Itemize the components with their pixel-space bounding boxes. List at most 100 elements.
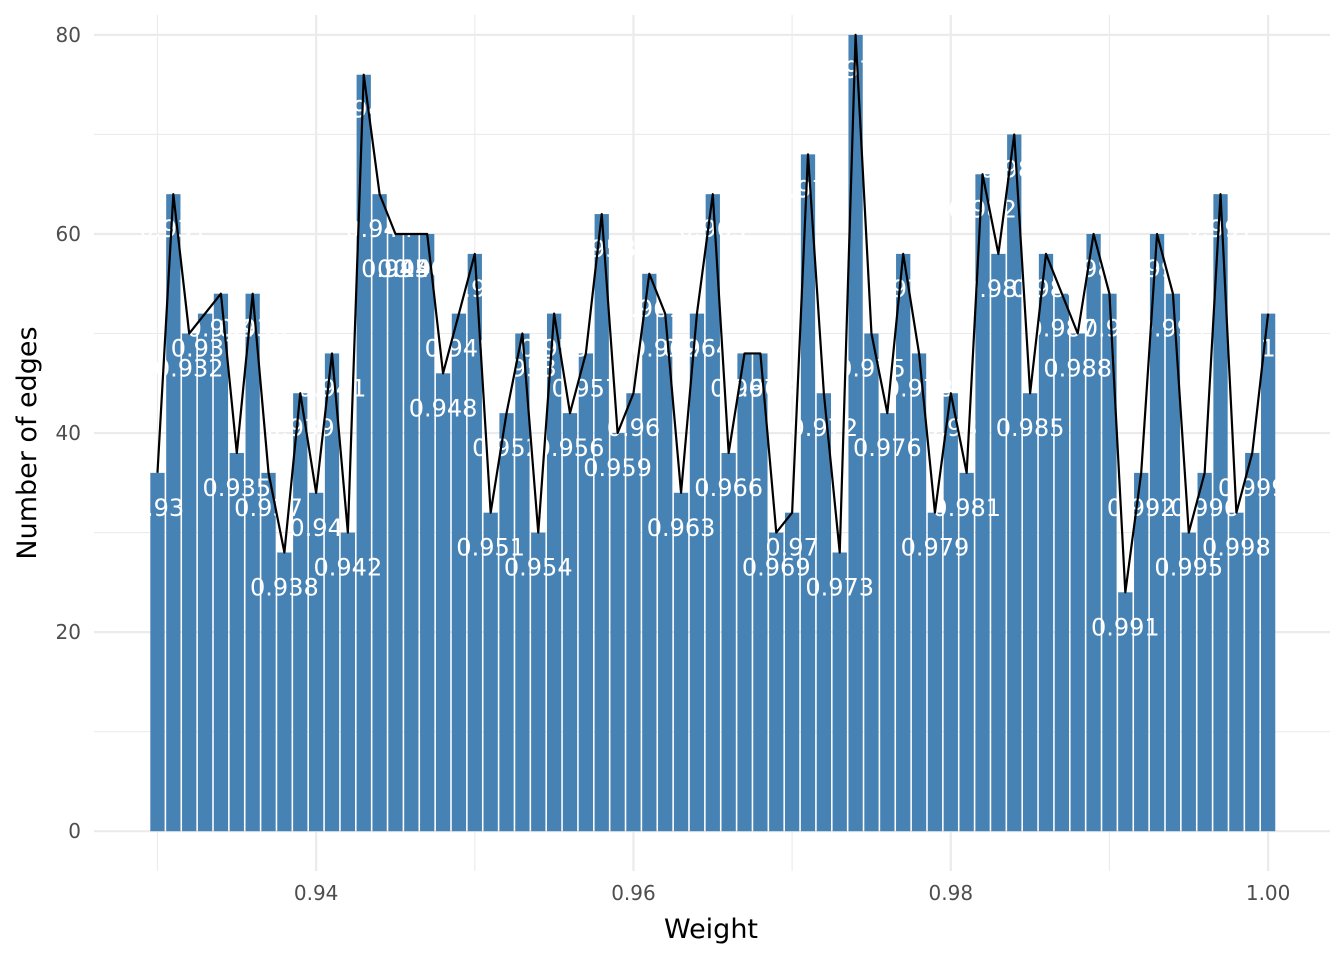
bar xyxy=(356,74,371,832)
bar xyxy=(166,194,181,832)
bar xyxy=(864,333,879,832)
bar-value-label: 0.989 xyxy=(1059,255,1128,283)
bar-value-label: 0.971 xyxy=(774,175,843,203)
bar xyxy=(531,532,546,832)
bar-value-label: 0.948 xyxy=(409,394,478,422)
trend-line-layer xyxy=(156,33,1270,594)
bar-value-label: 0.946 xyxy=(377,255,446,283)
bar xyxy=(182,333,197,832)
bar xyxy=(546,313,562,832)
bar xyxy=(658,313,673,832)
bar xyxy=(769,532,784,832)
x-axis-title: Weight xyxy=(664,914,758,945)
bar xyxy=(1134,472,1149,832)
bar-value-label: 0.981 xyxy=(932,494,1001,522)
bar xyxy=(499,413,514,832)
bar-value-label: 0.998 xyxy=(1202,534,1271,562)
bar-value-label: 0.942 xyxy=(314,554,383,582)
bar xyxy=(1118,592,1133,832)
bar-value-label: 0.949 xyxy=(425,335,494,363)
bar xyxy=(1038,253,1054,832)
bar xyxy=(420,233,435,832)
y-axis-title: Number of edges xyxy=(12,326,43,559)
trend-line xyxy=(156,33,1270,594)
bar xyxy=(673,492,689,832)
bar xyxy=(340,532,356,832)
x-tick-label: 1.00 xyxy=(1246,881,1291,905)
bar-value-label: 0.973 xyxy=(805,573,874,601)
y-tick-label: 60 xyxy=(56,222,81,246)
bar xyxy=(975,174,990,832)
bar xyxy=(372,194,387,832)
bar-value-label: 0.938 xyxy=(250,573,319,601)
bar xyxy=(467,253,482,832)
bar-value-label: 0.944 xyxy=(345,215,414,243)
bar-value-label: 0.93 xyxy=(131,494,184,522)
bar xyxy=(927,512,943,832)
bar-value-label: 0.979 xyxy=(901,534,970,562)
y-tick-label: 80 xyxy=(56,23,81,47)
bar-value-label: 0.963 xyxy=(647,514,716,542)
bar-value-label: 0.937 xyxy=(234,494,303,522)
bar-value-label: 0.978 xyxy=(885,374,954,402)
bar xyxy=(388,233,403,832)
bar-value-label: 0.961 xyxy=(615,295,684,323)
bar xyxy=(197,313,213,832)
bar-value-label: 0.984 xyxy=(980,155,1049,183)
bar-value-label: 0.97 xyxy=(765,534,818,562)
bar xyxy=(1181,532,1196,832)
bar xyxy=(245,293,260,832)
bar xyxy=(991,253,1006,832)
bar-value-label: 0.995 xyxy=(1154,554,1223,582)
bar xyxy=(1070,333,1085,832)
bar xyxy=(308,492,324,832)
bar-value-label: 0.972 xyxy=(789,414,858,442)
bar xyxy=(451,313,467,832)
bar xyxy=(721,452,736,832)
bar-value-label: 0.953 xyxy=(488,355,557,383)
bar xyxy=(404,233,419,832)
bar xyxy=(1165,293,1181,832)
x-tick-label: 0.94 xyxy=(294,881,339,905)
bar xyxy=(213,293,229,832)
bar xyxy=(1260,313,1276,832)
bar xyxy=(1149,233,1165,832)
bar-value-label: 0.997 xyxy=(1186,215,1255,243)
bar xyxy=(1245,452,1260,832)
bar xyxy=(1197,472,1212,832)
bar xyxy=(832,552,847,832)
bar xyxy=(610,433,625,832)
bar-value-label: 0.964 xyxy=(663,335,732,363)
bar xyxy=(943,393,958,832)
bar-value-label: 0.96 xyxy=(607,414,660,442)
bar xyxy=(261,472,276,832)
bar-value-label: 0.985 xyxy=(996,414,1065,442)
bar-value-label: 0.932 xyxy=(155,355,224,383)
x-tick-label: 0.98 xyxy=(929,881,974,905)
bar-value-label: 0.994 xyxy=(1139,315,1208,343)
bar xyxy=(1054,293,1069,832)
bar-value-label: 0.957 xyxy=(552,374,621,402)
bar-value-label: 0.935 xyxy=(202,474,271,502)
bar-value-label: 0.954 xyxy=(504,554,573,582)
bar-value-label: 0.958 xyxy=(567,235,636,263)
bar xyxy=(737,353,752,832)
bar-value-label: 0.976 xyxy=(853,434,922,462)
bar-value-label: 0.967 xyxy=(710,374,779,402)
bar-value-label: 0.962 xyxy=(631,335,700,363)
bar xyxy=(1022,393,1038,832)
bar xyxy=(896,253,911,832)
bar xyxy=(816,393,831,832)
bar xyxy=(277,552,292,832)
bar xyxy=(515,333,530,832)
bar-value-label: 0.959 xyxy=(583,454,652,482)
bar-value-label: 0.951 xyxy=(456,534,525,562)
bar-value-label: 0.945 xyxy=(361,255,430,283)
bar-value-label: 0.975 xyxy=(837,355,906,383)
bar-value-label: 0.931 xyxy=(139,215,208,243)
x-tick-label: 0.96 xyxy=(611,881,656,905)
bar xyxy=(578,353,594,832)
bar-value-label: 0.956 xyxy=(536,434,605,462)
bar-value-label: 0.952 xyxy=(472,434,541,462)
